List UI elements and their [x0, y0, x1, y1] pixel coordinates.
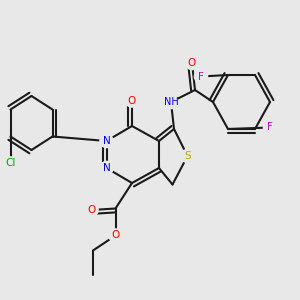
Circle shape	[164, 95, 178, 109]
Text: N: N	[103, 163, 110, 173]
Text: S: S	[184, 151, 191, 161]
Text: O: O	[188, 58, 196, 68]
Circle shape	[100, 161, 113, 175]
Circle shape	[100, 134, 113, 148]
Text: N: N	[103, 136, 110, 146]
Text: F: F	[198, 71, 204, 82]
Text: NH: NH	[164, 97, 178, 107]
Circle shape	[194, 70, 208, 83]
Circle shape	[125, 94, 139, 107]
Circle shape	[185, 56, 199, 70]
Text: O: O	[87, 205, 96, 215]
Circle shape	[109, 229, 122, 242]
Circle shape	[85, 203, 98, 217]
Circle shape	[263, 121, 277, 134]
Circle shape	[181, 149, 194, 163]
Text: F: F	[267, 122, 273, 133]
Text: O: O	[128, 95, 136, 106]
Circle shape	[4, 157, 17, 170]
Text: O: O	[111, 230, 120, 241]
Text: Cl: Cl	[5, 158, 16, 169]
